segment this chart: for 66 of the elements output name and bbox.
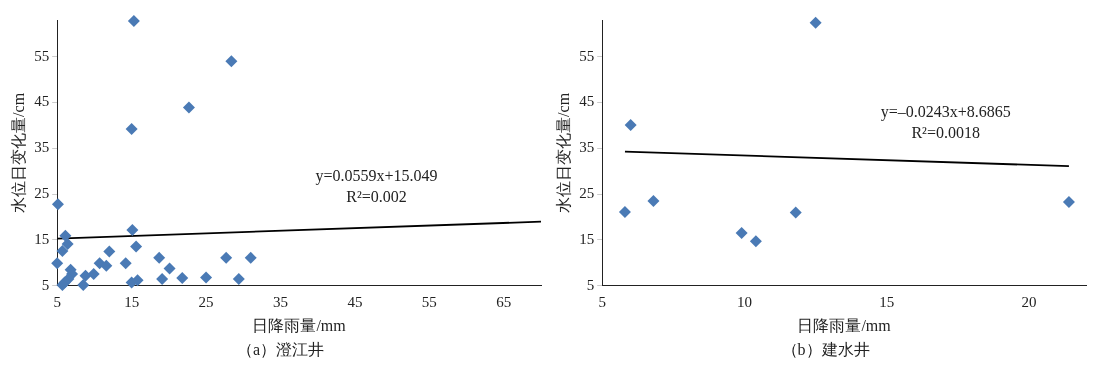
point	[200, 271, 213, 284]
x-tick-label: 5	[598, 293, 606, 310]
point	[735, 227, 748, 240]
point	[125, 123, 138, 136]
y-tick-label: 55	[34, 47, 50, 64]
point	[130, 240, 143, 253]
y-tick-label: 45	[579, 93, 595, 110]
point	[87, 267, 100, 280]
x-tick-label: 35	[272, 293, 288, 310]
point	[79, 269, 92, 282]
text: （a）澄江井	[236, 340, 325, 360]
point	[789, 206, 802, 219]
point	[232, 272, 245, 285]
point	[624, 118, 637, 131]
annotation: R²=0.0018	[911, 124, 980, 142]
y-tick-label: 5	[586, 276, 595, 293]
point	[809, 16, 822, 29]
point	[1062, 195, 1075, 208]
point	[51, 257, 64, 270]
x-tick-label: 65	[496, 293, 512, 310]
x-tick-label: 45	[347, 293, 363, 310]
x-tick-label: 15	[124, 293, 140, 310]
annotation: y=–0.0243x+8.6865	[880, 103, 1011, 122]
point	[77, 278, 90, 291]
point	[156, 272, 169, 285]
y-tick-label: 25	[579, 185, 595, 202]
point	[182, 101, 195, 114]
x-axis-title: 日降雨量/mm	[797, 316, 892, 334]
y-tick-label: 15	[579, 230, 595, 247]
annotation: y=0.0559x+15.049	[315, 167, 438, 186]
y-tick-label: 35	[34, 139, 50, 156]
x-tick-label: 20	[1021, 293, 1037, 310]
x-tick-label: 15	[879, 293, 895, 310]
y-tick-label: 15	[34, 230, 50, 247]
point	[749, 235, 762, 248]
point	[61, 238, 74, 251]
point	[51, 198, 64, 211]
y-tick-label: 5	[41, 276, 50, 293]
point	[126, 223, 139, 236]
point	[225, 55, 238, 68]
x-tick-label: 55	[421, 293, 437, 310]
point	[618, 206, 631, 219]
point	[56, 244, 69, 257]
y-tick-label: 45	[34, 93, 50, 110]
point	[119, 257, 132, 270]
x-tick-label: 5	[53, 293, 61, 310]
point	[220, 251, 233, 264]
y-tick-label: 35	[579, 139, 595, 156]
y-tick-label: 25	[34, 185, 50, 202]
point	[244, 251, 257, 264]
point	[176, 272, 189, 285]
y-axis-title: 水位日变化量/cm	[9, 92, 27, 213]
point	[59, 229, 72, 242]
y-axis-title: 水位日变化量/cm	[554, 92, 572, 213]
y-tick-label: 55	[579, 47, 595, 64]
point	[153, 251, 166, 264]
annotation: R²=0.002	[346, 188, 407, 206]
point	[163, 262, 176, 275]
text: （b）建水井	[781, 340, 870, 360]
x-axis-title: 日降雨量/mm	[252, 316, 347, 334]
point	[100, 259, 113, 272]
point	[647, 195, 660, 208]
x-tick-label: 25	[198, 293, 214, 310]
x-tick-label: 10	[736, 293, 752, 310]
point	[103, 245, 116, 258]
point	[127, 14, 140, 27]
